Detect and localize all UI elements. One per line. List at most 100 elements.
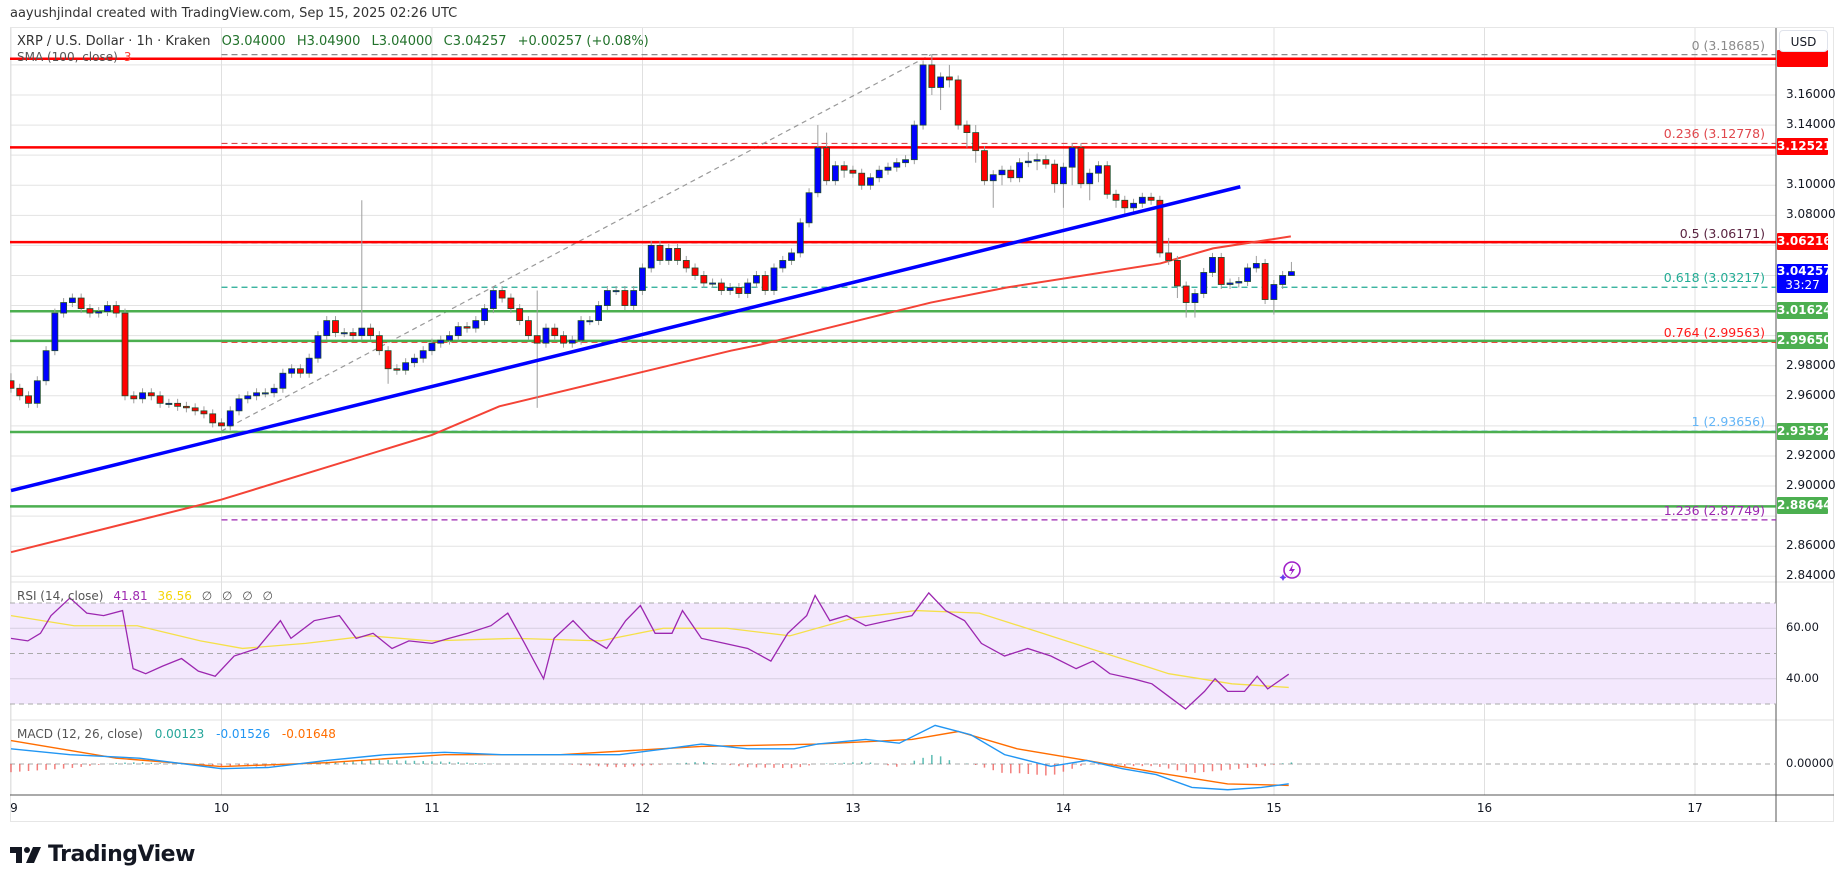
candle-down <box>367 327 374 337</box>
macd-axis-tick: 0.00000 <box>1786 756 1834 770</box>
candle-up <box>437 339 445 344</box>
candle-up <box>1060 166 1067 185</box>
time-axis-tick: 11 <box>424 801 440 815</box>
candle-down <box>735 287 743 294</box>
candle-up <box>1068 147 1076 168</box>
candle-up <box>33 380 41 404</box>
candle-up <box>1252 263 1260 269</box>
currency-button[interactable]: USD <box>1779 30 1828 52</box>
candle-up <box>1130 202 1137 209</box>
symbol-legend: XRP / U.S. Dollar · 1h · Kraken O3.04000… <box>17 34 656 49</box>
candle-up <box>60 302 68 314</box>
candle-up <box>270 387 278 394</box>
candle-up <box>893 162 901 168</box>
candle-down <box>218 422 225 427</box>
candle-up <box>454 326 462 337</box>
candle-down <box>349 332 357 337</box>
candle-down <box>858 172 866 186</box>
candle-down <box>16 387 24 397</box>
last-price-label: 3.04257 33:27 <box>1777 263 1832 293</box>
candle-down <box>1165 252 1173 261</box>
candle-up <box>42 350 50 382</box>
price-level-label: 3.12521 <box>1777 138 1832 156</box>
candle-up <box>1095 165 1102 174</box>
candle-up <box>753 275 760 284</box>
fib-trend-line <box>221 54 932 432</box>
candle-down <box>332 320 339 334</box>
macd-legend[interactable]: MACD (12, 26, close) 0.00123 -0.01526 -0… <box>17 727 344 741</box>
candle-up <box>305 357 313 374</box>
candle-up <box>770 267 778 291</box>
fib-level-label: 1.236 (2.87749) <box>1663 502 1765 518</box>
candle-up <box>68 297 76 303</box>
main-pane <box>10 54 1776 554</box>
candle-down <box>972 132 980 152</box>
close-value: C3.04257 <box>443 34 507 49</box>
candle-up <box>647 244 655 269</box>
candle-up <box>998 169 1006 176</box>
candle-up <box>910 124 918 161</box>
candle-up <box>831 165 839 182</box>
candle-up <box>1016 162 1023 179</box>
candle-up <box>814 147 822 194</box>
candle-up <box>1191 293 1199 303</box>
candle-down <box>200 410 208 415</box>
time-axis-tick: 16 <box>1476 801 1493 815</box>
candle-up <box>875 169 883 179</box>
rsi-extra: ∅ <box>221 589 233 603</box>
candle-up <box>253 392 260 397</box>
candle-down <box>551 327 559 337</box>
low-value: L3.04000 <box>371 34 433 49</box>
tradingview-logo[interactable]: TradingView <box>10 842 195 867</box>
candle-up <box>884 166 892 171</box>
sma-value: 3 <box>123 50 132 64</box>
candle-up <box>1200 272 1208 294</box>
fib-level-label: 1 (2.93656) <box>1691 414 1765 430</box>
candle-up <box>323 320 331 337</box>
candle-up <box>314 335 322 359</box>
candle-up <box>1279 275 1287 285</box>
candle-up <box>586 320 594 323</box>
candle-down <box>463 326 471 329</box>
candle-up <box>489 290 497 309</box>
candle-up <box>139 392 146 400</box>
candle-down <box>10 380 15 389</box>
tradingview-logo-icon <box>10 846 41 863</box>
sma-legend[interactable]: SMA (100, close) 3 <box>17 50 131 64</box>
rsi-axis-tick: 40.00 <box>1786 670 1819 685</box>
candle-down <box>1103 165 1111 195</box>
price-axis-tick: 3.08000 <box>1786 207 1835 222</box>
price-level-label: 2.93592 <box>1777 423 1832 441</box>
candle-up <box>639 267 646 291</box>
candle-down <box>761 275 769 291</box>
change-value: +0.00257 (+0.08%) <box>517 34 649 49</box>
price-axis-tick: 3.16000 <box>1786 87 1835 101</box>
open-value: O3.04000 <box>221 34 286 49</box>
price-axis-tick: 3.14000 <box>1786 117 1835 132</box>
candle-down <box>498 290 506 299</box>
candle-down <box>691 267 699 276</box>
candle-up <box>279 372 287 389</box>
macd-signal-value: -0.01648 <box>281 727 336 741</box>
price-axis-tick: 2.98000 <box>1786 357 1835 372</box>
price-axis-tick: 2.90000 <box>1786 478 1835 493</box>
symbol-title[interactable]: XRP / U.S. Dollar · 1h · Kraken <box>17 34 211 49</box>
price-level-label: 3.06216 <box>1777 233 1832 251</box>
rsi-ma-value: 36.56 <box>157 589 192 603</box>
trend-line <box>10 185 1241 493</box>
price-level-label: 2.99650 <box>1777 331 1832 349</box>
candle-up <box>428 342 436 352</box>
candle-down <box>1042 159 1050 165</box>
candle-up <box>542 327 550 344</box>
candle-up <box>411 357 418 364</box>
candle-down <box>1077 147 1085 185</box>
lightning-icon[interactable] <box>1279 559 1303 583</box>
bar-countdown: 33:27 <box>1785 277 1820 292</box>
candle-down <box>682 260 690 269</box>
rsi-legend[interactable]: RSI (14, close) 41.81 36.56 ∅ ∅ ∅ ∅ <box>17 589 279 603</box>
price-axis-tick: 2.84000 <box>1786 568 1835 583</box>
candle-up <box>165 402 173 405</box>
candle-down <box>174 402 182 407</box>
candle-down <box>674 248 681 261</box>
